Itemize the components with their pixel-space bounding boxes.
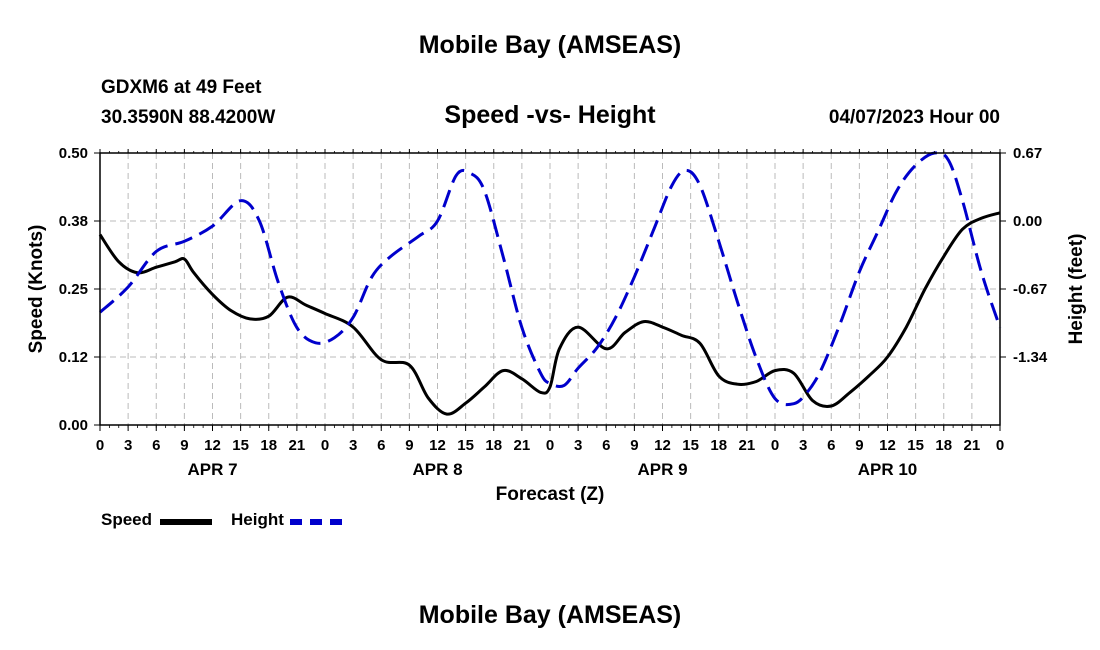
x-tick-label: 12 [429,437,446,454]
series-line-speed [98,211,1001,416]
x-tick-label: 21 [964,437,981,454]
coordinates-label: 30.3590N 88.4200W [101,107,276,128]
x-tick-label: 9 [630,437,638,454]
x-tick-label: 9 [855,437,863,454]
x-tick-label: 6 [827,437,835,454]
x-tick-label: 18 [260,437,277,454]
x-tick-label: 9 [405,437,413,454]
legend-speed-label: Speed [101,510,153,529]
legend-speed-swatch [160,519,212,525]
x-tick-label: 15 [682,437,699,454]
y-right-tick-label: 0.67 [1013,145,1042,162]
x-tick-label: 12 [879,437,896,454]
series-layer [98,151,1002,416]
x-tick-label: 15 [907,437,924,454]
chart-title: Mobile Bay (AMSEAS) [418,31,682,59]
x-tick-label: 21 [289,437,306,454]
y-left-tick-label: 0.12 [59,349,88,366]
x-tick-label: 18 [935,437,952,454]
forecast-datetime: 04/07/2023 Hour 00 [828,107,1000,128]
x-tick-label: 9 [180,437,188,454]
y-right-tick-label: -1.34 [1013,349,1048,366]
x-tick-label: 15 [457,437,474,454]
x-tick-label: 0 [546,437,554,454]
x-tick-label: 6 [377,437,385,454]
footer-title: Mobile Bay (AMSEAS) [418,601,682,629]
x-tick-label: 0 [996,437,1004,454]
axes: 0 3 6 9 12 15 18 21 0 3 6 9 12 15 18 21 0 3 6 9 12 15 18 21 0 3 6 9… [26,145,1087,505]
x-tick-label: 21 [514,437,531,454]
x-tick-label: 6 [602,437,610,454]
x-axis-title: Forecast (Z) [496,484,605,505]
station-label: GDXM6 at 49 Feet [101,77,262,98]
y-left-tick-label: 0.38 [59,213,88,230]
x-tick-label: 12 [654,437,671,454]
x-tick-label: 18 [485,437,502,454]
x-tick-label: 18 [710,437,727,454]
x-tick-label: 21 [739,437,756,454]
y-right-tick-label: -0.67 [1013,281,1047,298]
y-left-tick-label: 0.00 [59,417,88,434]
x-tick-label: 15 [232,437,249,454]
x-tick-label: 3 [124,437,132,454]
legend-height-label: Height [231,510,284,529]
x-tick-label: 3 [574,437,582,454]
x-tick-label: 3 [799,437,807,454]
y-left-tick-label: 0.50 [59,145,88,162]
day-label: APR 7 [187,460,237,479]
y-right-tick-label: 0.00 [1013,213,1042,230]
x-tick-label: 0 [771,437,779,454]
x-tick-label: 6 [152,437,160,454]
y-left-axis-title: Speed (Knots) [26,225,47,354]
series-line-height [99,151,1002,407]
y-right-axis-title: Height (feet) [1066,234,1087,345]
day-label: APR 10 [858,460,918,479]
y-left-tick-label: 0.25 [59,281,88,298]
x-tick-label: 0 [321,437,329,454]
x-tick-label: 3 [349,437,357,454]
x-tick-label: 0 [96,437,104,454]
chart-subtitle: Speed -vs- Height [444,101,656,129]
x-tick-label: 12 [204,437,221,454]
day-label: APR 9 [637,460,687,479]
day-label: APR 8 [412,460,462,479]
legend-height-swatch [290,519,342,525]
